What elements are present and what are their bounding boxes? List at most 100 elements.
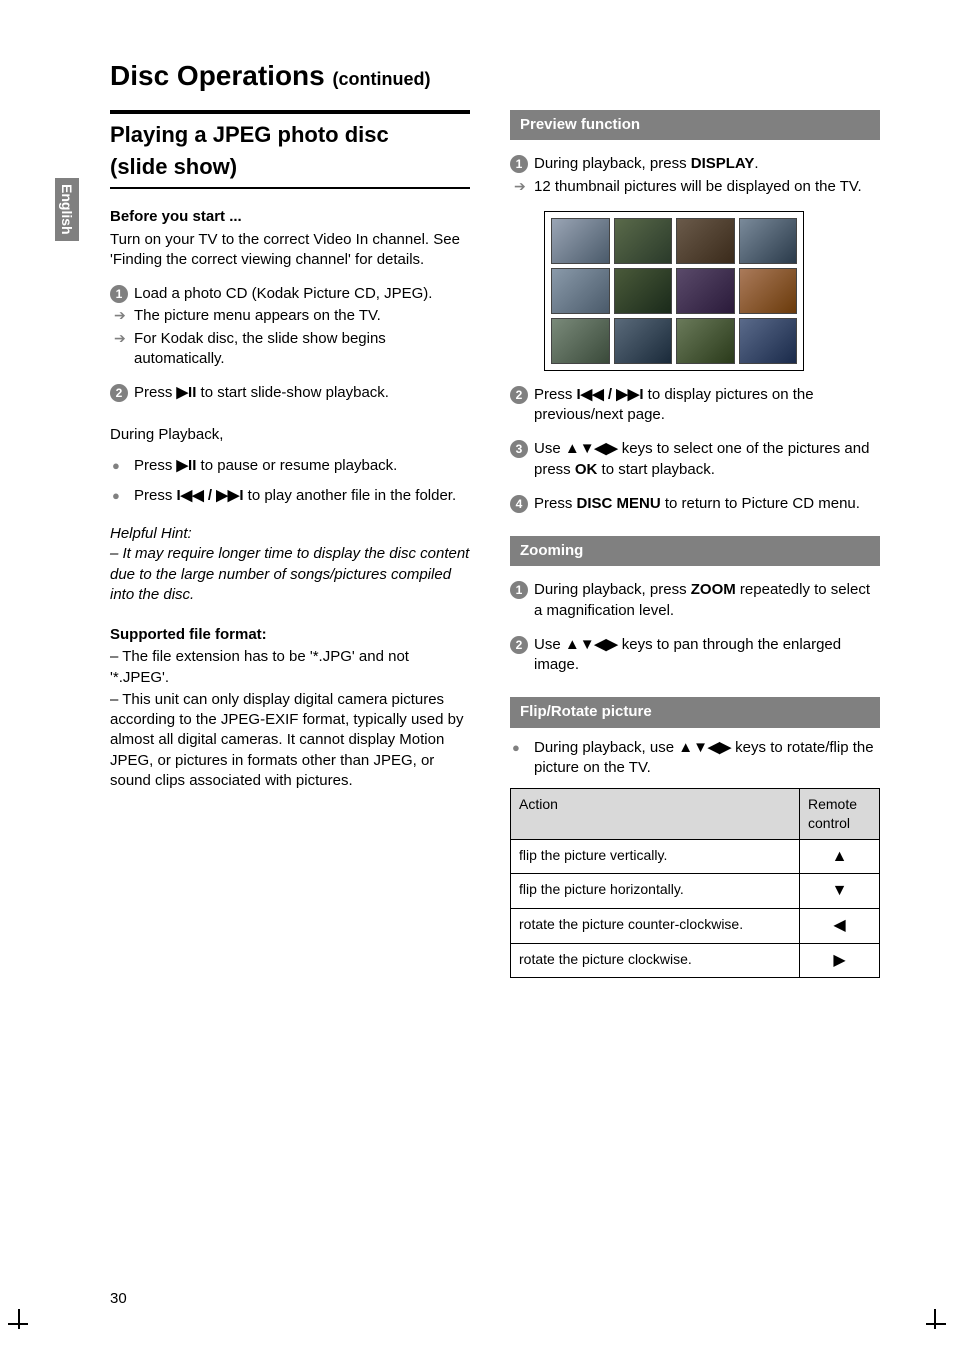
step-1-result-b: For Kodak disc, the slide show begins au…: [110, 329, 470, 370]
step-number-2: 2: [510, 386, 528, 404]
flip-bullet: During playback, use ▲▼◀▶ keys to rotate…: [510, 738, 880, 779]
table-row: rotate the picture counter-clockwise. ◀: [511, 908, 880, 943]
flip-header: Flip/Rotate picture: [510, 697, 880, 727]
right-arrow-icon: ▶: [800, 943, 880, 978]
supported-1: – The file extension has to be '*.JPG' a…: [110, 647, 470, 688]
left-arrow-icon: ◀: [800, 908, 880, 943]
title-continued: (continued): [333, 69, 431, 89]
during-playback-label: During Playback,: [110, 425, 470, 445]
table-row: rotate the picture clockwise. ▶: [511, 943, 880, 978]
step-number-1: 1: [510, 581, 528, 599]
table-row: flip the picture vertically. ▲: [511, 839, 880, 874]
step-number-4: 4: [510, 495, 528, 513]
step-number-1: 1: [510, 155, 528, 173]
table-cell-action: rotate the picture counter-clockwise.: [511, 908, 800, 943]
table-cell-action: flip the picture horizontally.: [511, 874, 800, 909]
arrow-keys-icon: ▲▼◀▶: [678, 739, 731, 756]
thumbnail: [739, 268, 798, 314]
step-2-pre: Press: [134, 384, 177, 401]
arrow-keys-icon: ▲▼◀▶: [565, 636, 618, 653]
supported-2: – This unit can only display digital cam…: [110, 690, 470, 791]
thumbnail: [614, 318, 673, 364]
preview-step-4: 4 Press DISC MENU to return to Picture C…: [510, 494, 880, 514]
step-1-text: Load a photo CD (Kodak Picture CD, JPEG)…: [134, 285, 432, 302]
play-pause-icon: ▶II: [177, 384, 197, 401]
preview-step-2: 2 Press I◀◀ / ▶▶I to display pictures on…: [510, 385, 880, 426]
preview-step1-pre: During playback, press: [534, 155, 691, 172]
step-number-3: 3: [510, 440, 528, 458]
display-label: DISPLAY: [691, 155, 755, 172]
preview-header: Preview function: [510, 110, 880, 140]
down-arrow-icon: ▼: [800, 874, 880, 909]
step-2: 2 Press ▶II to start slide-show playback…: [110, 383, 470, 403]
thumbnail: [614, 268, 673, 314]
bullet-pause-post: to pause or resume playback.: [196, 457, 397, 474]
zoom-step1-pre: During playback, press: [534, 581, 691, 598]
before-head: Before you start ...: [110, 207, 470, 227]
zoom-step2-pre: Use: [534, 636, 565, 653]
thumbnail: [676, 218, 735, 264]
step-number-1: 1: [110, 285, 128, 303]
thumbnail: [614, 218, 673, 264]
step-number-2: 2: [110, 384, 128, 402]
table-row: flip the picture horizontally. ▼: [511, 874, 880, 909]
hint-text: – It may require longer time to display …: [110, 544, 470, 605]
language-tab: English: [55, 178, 79, 241]
up-arrow-icon: ▲: [800, 839, 880, 874]
page-title: Disc Operations (continued): [110, 60, 904, 92]
crop-mark: [8, 1309, 38, 1339]
prev-next-icon: I◀◀ / ▶▶I: [577, 386, 644, 403]
table-cell-action: rotate the picture clockwise.: [511, 943, 800, 978]
section-title-line1: Playing a JPEG photo disc: [110, 120, 470, 150]
action-table: Action Remote control flip the picture v…: [510, 788, 880, 978]
zoom-label: ZOOM: [691, 581, 736, 598]
table-header-remote: Remote control: [800, 789, 880, 840]
preview-step3-pre: Use: [534, 440, 565, 457]
left-column: Playing a JPEG photo disc (slide show) B…: [110, 110, 470, 978]
zoom-step-2: 2 Use ▲▼◀▶ keys to pan through the enlar…: [510, 635, 880, 676]
page-number: 30: [110, 1290, 127, 1307]
prev-next-icon: I◀◀ / ▶▶I: [177, 487, 244, 504]
supported-head: Supported file format:: [110, 625, 470, 645]
thumbnail: [676, 268, 735, 314]
preview-step1-result: 12 thumbnail pictures will be displayed …: [510, 177, 880, 197]
preview-step-3: 3 Use ▲▼◀▶ keys to select one of the pic…: [510, 439, 880, 480]
bullet-skip-post: to play another file in the folder.: [244, 487, 457, 504]
title-main: Disc Operations: [110, 60, 333, 91]
zoom-header: Zooming: [510, 536, 880, 566]
arrow-keys-icon: ▲▼◀▶: [565, 440, 618, 457]
thumbnail: [551, 318, 610, 364]
bullet-pause-pre: Press: [134, 457, 177, 474]
step-1-result-a: The picture menu appears on the TV.: [110, 306, 470, 326]
bullet-skip: Press I◀◀ / ▶▶I to play another file in …: [110, 486, 470, 506]
play-pause-icon: ▶II: [177, 457, 197, 474]
step-2-post: to start slide-show playback.: [196, 384, 389, 401]
right-column: Preview function 1 During playback, pres…: [510, 110, 880, 978]
thumbnail: [676, 318, 735, 364]
bullet-skip-pre: Press: [134, 487, 177, 504]
preview-step4-pre: Press: [534, 495, 577, 512]
flip-bullet-pre: During playback, use: [534, 739, 678, 756]
disc-menu-label: DISC MENU: [577, 495, 661, 512]
preview-step3-post: to start playback.: [597, 461, 715, 478]
preview-step2-pre: Press: [534, 386, 577, 403]
preview-step1-post: .: [754, 155, 758, 172]
thumbnail: [551, 218, 610, 264]
thumbnail-grid: [544, 211, 804, 371]
before-text: Turn on your TV to the correct Video In …: [110, 230, 470, 271]
thumbnail: [739, 218, 798, 264]
preview-step-1: 1 During playback, press DISPLAY.: [510, 154, 880, 174]
bullet-pause: Press ▶II to pause or resume playback.: [110, 456, 470, 476]
section-title-line2: (slide show): [110, 152, 470, 182]
thumbnail: [739, 318, 798, 364]
table-cell-action: flip the picture vertically.: [511, 839, 800, 874]
table-header-action: Action: [511, 789, 800, 840]
preview-step4-post: to return to Picture CD menu.: [661, 495, 860, 512]
step-1: 1 Load a photo CD (Kodak Picture CD, JPE…: [110, 284, 470, 304]
hint-head: Helpful Hint:: [110, 524, 470, 544]
step-number-2: 2: [510, 636, 528, 654]
thumbnail: [551, 268, 610, 314]
zoom-step-1: 1 During playback, press ZOOM repeatedly…: [510, 580, 880, 621]
crop-mark: [916, 1309, 946, 1339]
ok-label: OK: [575, 461, 598, 478]
